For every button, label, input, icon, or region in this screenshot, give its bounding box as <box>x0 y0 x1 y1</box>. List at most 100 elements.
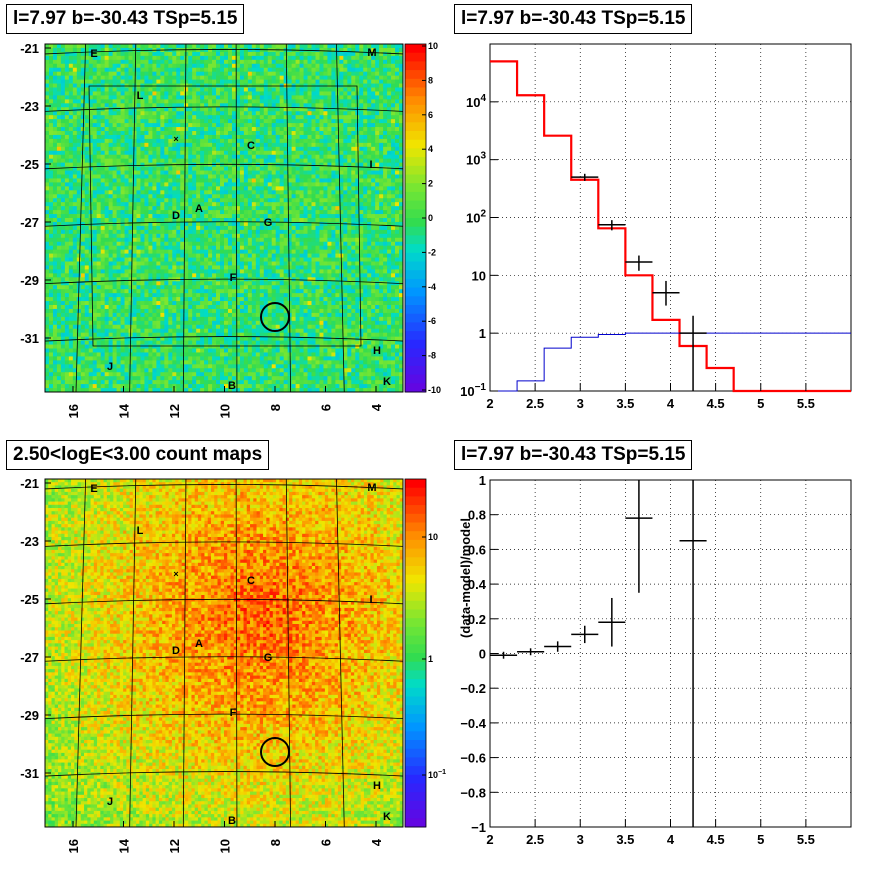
heatmap-cell <box>148 190 153 195</box>
heatmap-cell <box>45 138 50 144</box>
heatmap-cell <box>224 67 229 73</box>
heatmap-cell <box>124 301 129 306</box>
heatmap-cell <box>160 249 165 254</box>
heatmap-cell <box>100 245 106 251</box>
heatmap-cell <box>116 51 121 57</box>
heatmap-cell <box>48 257 54 262</box>
heatmap-cell <box>172 344 177 349</box>
heatmap-cell <box>136 229 141 235</box>
heatmap-cell <box>60 257 66 262</box>
heatmap-cell <box>196 146 201 152</box>
heatmap-cell <box>184 170 189 175</box>
heatmap-cell <box>172 336 177 341</box>
heatmap-cell <box>263 99 269 104</box>
heatmap-cell <box>52 111 58 116</box>
heatmap-cell <box>96 356 102 361</box>
heatmap-cell <box>220 273 225 278</box>
heatmap-cell <box>56 115 62 120</box>
heatmap-cell <box>188 320 193 326</box>
heatmap-cell <box>84 214 90 219</box>
heatmap-cell <box>104 312 110 318</box>
heatmap-cell <box>243 186 249 191</box>
heatmap-cell <box>239 186 245 191</box>
heatmap-cell <box>100 119 106 124</box>
heatmap-cell <box>180 79 185 84</box>
heatmap-cell <box>231 206 237 211</box>
heatmap-cell <box>45 111 50 116</box>
heatmap-cell <box>216 221 221 227</box>
heatmap-cell <box>220 150 225 156</box>
heatmap-cell <box>216 103 221 108</box>
heatmap-cell <box>239 202 245 207</box>
heatmap-cell <box>259 202 265 207</box>
heatmap-cell <box>52 221 58 227</box>
heatmap-cell <box>204 146 209 152</box>
heatmap-cell <box>243 320 249 326</box>
heatmap-cell <box>267 150 273 156</box>
heatmap-cell <box>212 372 217 377</box>
heatmap-cell <box>88 47 94 53</box>
heatmap-cell <box>180 253 185 258</box>
heatmap-cell <box>168 253 173 258</box>
heatmap-cell <box>239 388 245 393</box>
heatmap-cell <box>136 210 141 215</box>
heatmap-cell <box>239 146 245 152</box>
heatmap-cell <box>180 332 185 338</box>
heatmap-cell <box>112 190 117 195</box>
heatmap-cell <box>152 138 157 144</box>
heatmap-cell <box>144 115 149 120</box>
heatmap-cell <box>212 273 217 278</box>
heatmap-cell <box>227 107 233 112</box>
heatmap-cell <box>172 368 177 373</box>
heatmap-cell <box>188 281 193 286</box>
heatmap-cell <box>192 344 197 349</box>
heatmap-cell <box>144 277 149 282</box>
heatmap-cell <box>56 210 62 215</box>
heatmap-cell <box>116 229 121 235</box>
heatmap-cell <box>48 142 54 148</box>
heatmap-cell <box>204 348 209 353</box>
heatmap-cell <box>108 63 114 69</box>
heatmap-cell <box>88 352 94 357</box>
heatmap-cell <box>96 146 102 152</box>
heatmap-cell <box>68 218 74 223</box>
heatmap-cell <box>220 107 225 112</box>
heatmap-cell <box>231 71 237 77</box>
heatmap-cell <box>168 75 173 80</box>
heatmap-cell <box>243 285 249 290</box>
heatmap-cell <box>76 297 82 302</box>
heatmap-cell <box>92 111 98 116</box>
heatmap-cell <box>104 305 110 310</box>
heatmap-cell <box>116 115 121 120</box>
heatmap-cell <box>180 182 185 187</box>
heatmap-cell <box>45 44 50 49</box>
heatmap-cell <box>180 44 185 49</box>
heatmap-cell <box>251 75 257 80</box>
heatmap-cell <box>172 87 177 92</box>
heatmap-cell <box>60 281 66 286</box>
heatmap-cell <box>92 261 98 266</box>
heatmap-cell <box>251 47 257 53</box>
heatmap-cell <box>48 380 54 385</box>
heatmap-cell <box>196 150 201 156</box>
heatmap-cell <box>224 206 229 211</box>
heatmap-cell <box>204 308 209 314</box>
heatmap-cell <box>140 324 145 330</box>
heatmap-cell <box>96 348 102 353</box>
heatmap-cell <box>104 59 110 65</box>
heatmap-cell <box>243 297 249 302</box>
heatmap-cell <box>208 308 213 314</box>
heatmap-cell <box>140 214 145 219</box>
heatmap-cell <box>212 174 217 179</box>
heatmap-cell <box>216 154 221 160</box>
heatmap-cell <box>172 241 177 247</box>
heatmap-cell <box>180 131 185 136</box>
heatmap-cell <box>176 150 181 156</box>
heatmap-cell <box>204 376 209 381</box>
heatmap-cell <box>231 229 237 235</box>
heatmap-cell <box>235 261 241 266</box>
heatmap-cell <box>267 265 273 270</box>
heatmap-cell <box>60 134 66 140</box>
heatmap-cell <box>76 332 82 338</box>
heatmap-cell <box>208 123 213 128</box>
